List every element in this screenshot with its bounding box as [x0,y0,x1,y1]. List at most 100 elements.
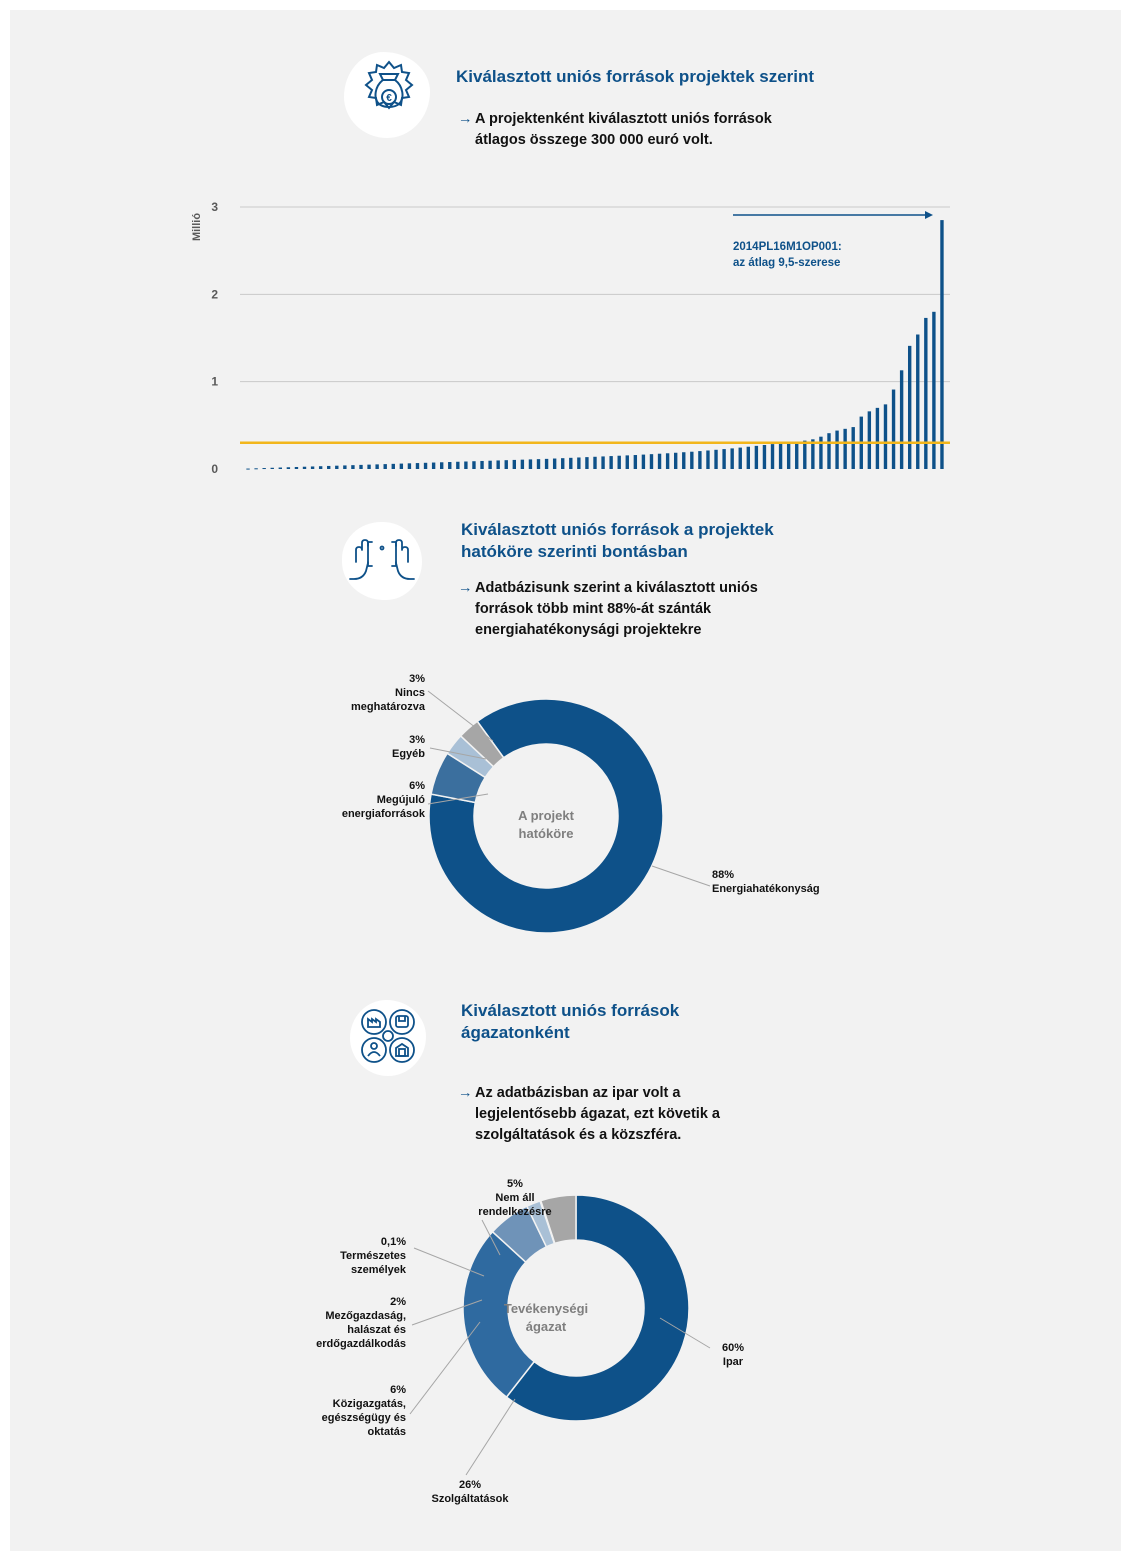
bar [577,457,581,469]
slice-name: személyek [350,1264,406,1276]
slice-name: Természetes [340,1250,406,1262]
bar [601,456,605,469]
section1-bullet: → A projektenként kiválasztott uniós for… [458,109,772,151]
bar [714,449,718,469]
project-bar-chart: Millió 0 1 2 3 2014PL16M1OP001: az átlag 9,… [191,200,950,475]
arrow-right-icon: → [458,1085,473,1101]
bar [665,453,670,469]
slice-pct: 2% [390,1296,406,1308]
bar [456,461,460,469]
slice-name: Szolgáltatások [431,1493,509,1505]
bar [488,460,492,469]
bar [383,464,387,469]
leader-line [427,793,489,805]
slice-name: Közigazgatás, [332,1398,406,1410]
bullet-line: legjelentősebb ágazat, ezt követik a [475,1106,720,1122]
bar [811,439,815,469]
bar [504,460,508,469]
donut-slice [446,734,495,779]
slice-name: erdőgazdálkodás [316,1338,406,1350]
slice-name: halászat és [347,1324,406,1336]
bar [617,455,621,469]
bar [391,463,395,469]
bar [310,466,315,469]
slice-label-megujulo: 6% Megújuló energiaforrások [342,779,425,821]
title-line: Kiválasztott uniós források [461,1001,680,1020]
bar [835,430,839,469]
hands-framing-icon [349,539,415,580]
bar [496,460,500,469]
bar [851,427,855,469]
slice-name: Nincs [395,687,425,699]
bar [375,464,379,469]
y-tick-label: 0 [211,462,218,475]
slice-pct: 6% [390,1384,406,1396]
svg-text:€: € [386,93,392,104]
bar [472,461,476,469]
annotation-line-1: 2014PL16M1OP001: [733,241,842,253]
section1-title: Kiválasztott uniós források projektek sz… [456,67,815,86]
bar [690,451,694,469]
sectors-gear-icon [361,1009,415,1063]
bar [351,465,355,469]
bar [625,455,629,469]
leader-line [427,690,494,742]
slice-label-mezogazdasag: 2% Mezőgazdaság, halászat és erdőgazdálk… [316,1295,406,1351]
bar [899,370,904,469]
bar [528,459,533,469]
slice-label-nincs: 3% Nincs meghatározva [351,672,425,714]
center-label-line: hatóköre [518,826,574,841]
slice-name: Megújuló [376,794,425,806]
title-line: ágazatonként [461,1023,570,1042]
bar [415,463,420,469]
slice-label-szolgaltatasok: 26% Szolgáltatások [420,1478,520,1506]
bar [682,452,686,469]
bar [770,444,775,469]
bar [940,220,944,469]
slice-pct: 3% [409,673,425,685]
leader-line [411,1299,483,1326]
y-axis-label: Millió [191,213,203,241]
section3-bullet: → Az adatbázisban az ipar volt a legjele… [458,1083,720,1146]
bar [544,458,549,469]
y-tick-label: 1 [211,375,218,389]
bar [730,448,734,469]
bullet-line: források több mint 88%-át szánták [475,601,712,617]
leader-line [651,865,711,887]
slice-pct: 60% [721,1342,745,1354]
donut-center-label: Tevékenységi ágazat [496,1300,596,1336]
euro-money-bag-gear-icon: € [364,60,414,110]
bar [569,457,573,469]
bar [561,458,565,469]
bar [343,465,347,469]
bar [480,460,484,469]
bar [520,459,525,469]
bar [827,433,831,469]
arrow-head-icon [925,211,933,219]
title-line: hatóköre szerinti bontásban [461,542,688,561]
bar [335,465,339,469]
slice-pct: 6% [409,780,425,792]
bar [407,463,412,469]
bar [916,334,920,469]
bar [738,447,742,469]
bar [431,462,436,469]
bar [552,458,557,469]
leader-line [409,1321,481,1415]
section2-bullet: → Adatbázisunk szerint a kiválasztott un… [458,578,758,641]
bar [907,345,912,469]
slice-name: egészségügy és [321,1412,406,1424]
leader-line [413,1247,485,1277]
bar [891,389,896,469]
bar [795,441,799,469]
center-label-line: A projekt [518,808,574,823]
bar [722,449,726,469]
bar [746,446,751,469]
slice-label-energiahatekonysag: 88% Energiahatékonyság [712,868,820,896]
slice-label-ipar: 60% Ipar [703,1341,763,1369]
title-line: Kiválasztott uniós források a projektek [461,520,774,539]
slice-name: energiaforrások [341,808,425,820]
bar [327,465,331,469]
slice-name: oktatás [367,1426,406,1438]
bar [536,459,541,469]
